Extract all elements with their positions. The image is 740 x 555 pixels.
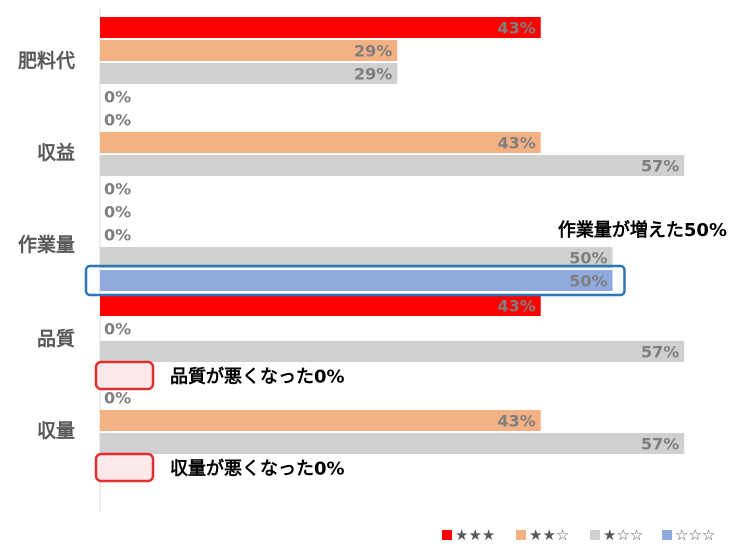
legend-swatch-3 <box>590 530 600 540</box>
data-label-4-2: 0% <box>104 320 131 339</box>
data-label-1-3: 29% <box>354 65 392 84</box>
annotation-text-1: 作業量が増えた50% <box>558 219 727 241</box>
bar-1-1 <box>100 17 541 38</box>
data-label-2-4: 0% <box>104 180 131 199</box>
data-label-5-1: 0% <box>104 389 131 408</box>
category-label-3: 作業量 <box>18 233 75 256</box>
data-label-2-3: 57% <box>641 157 679 176</box>
data-label-4-1: 43% <box>497 297 535 316</box>
data-label-5-3: 57% <box>641 435 679 454</box>
legend-label-4: ☆☆☆ <box>675 526 715 544</box>
data-label-3-4: 50% <box>569 272 607 291</box>
bar-5-2 <box>100 410 541 431</box>
data-label-3-3: 50% <box>569 249 607 268</box>
data-label-3-2: 0% <box>104 226 131 245</box>
bar-4-1 <box>100 295 541 316</box>
data-label-2-1: 0% <box>104 111 131 130</box>
data-label-4-3: 57% <box>641 343 679 362</box>
legend-label-3: ★☆☆ <box>603 526 643 544</box>
category-label-5: 収量 <box>37 420 75 442</box>
category-label-1: 肥料代 <box>18 49 75 72</box>
data-label-2-2: 43% <box>497 134 535 153</box>
legend-label-1: ★★★ <box>455 526 495 544</box>
legend-swatch-1 <box>442 530 452 540</box>
annotation-box-1 <box>84 264 626 297</box>
category-label-4: 品質 <box>37 327 75 350</box>
annotation-box-2 <box>94 360 155 391</box>
data-label-1-2: 29% <box>354 42 392 61</box>
bar-3-4 <box>100 270 613 291</box>
legend-swatch-4 <box>662 530 672 540</box>
bar-1-2 <box>100 40 398 61</box>
data-label-1-1: 43% <box>497 19 535 38</box>
data-label-1-4: 0% <box>104 88 131 107</box>
annotation-box-3 <box>94 452 155 483</box>
data-label-5-2: 43% <box>497 412 535 431</box>
legend-swatch-2 <box>516 530 526 540</box>
bar-1-3 <box>100 63 398 84</box>
legend-label-2: ★★☆ <box>529 526 569 544</box>
annotation-text-3: 収量が悪くなった0% <box>170 458 345 480</box>
bar-2-2 <box>100 132 541 153</box>
bar-3-3 <box>100 247 613 268</box>
category-label-2: 収益 <box>37 141 75 164</box>
bar-4-3 <box>100 341 685 362</box>
data-label-3-1: 0% <box>104 203 131 222</box>
annotation-text-2: 品質が悪くなった0% <box>170 366 345 388</box>
bar-5-3 <box>100 433 685 454</box>
bar-2-3 <box>100 155 685 176</box>
